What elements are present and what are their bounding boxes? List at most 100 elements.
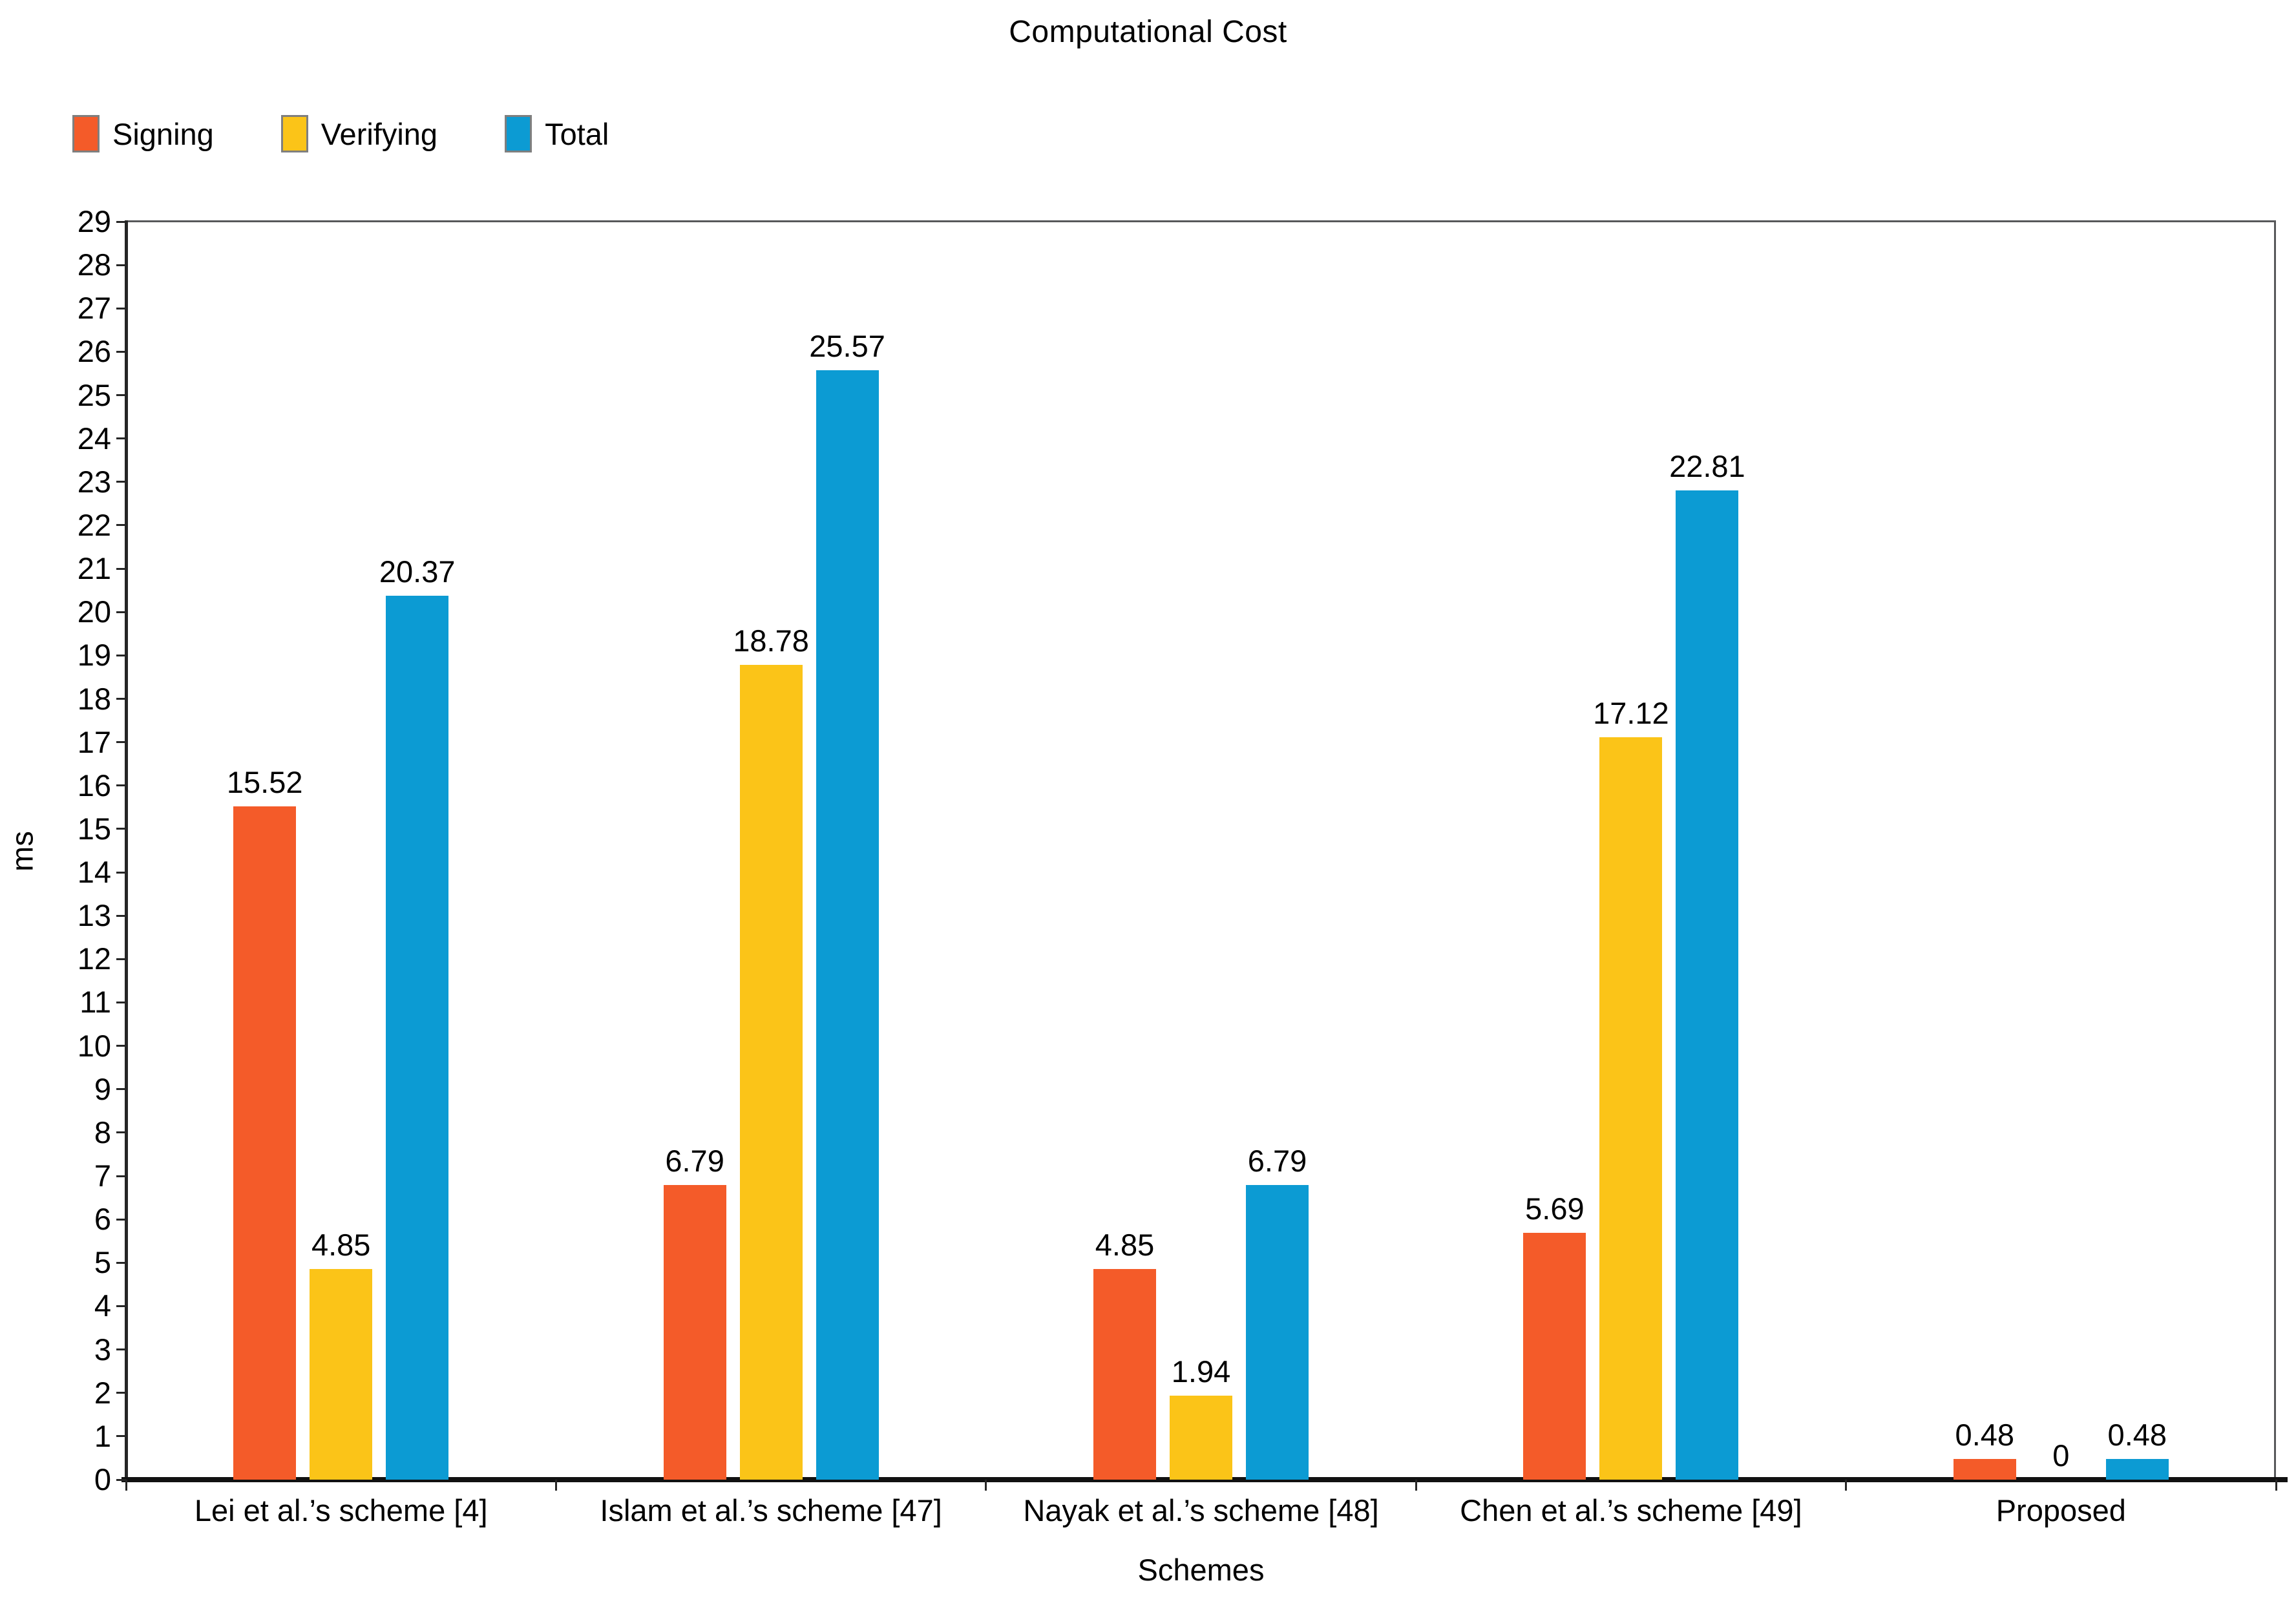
x-axis-tick [125,1480,127,1491]
plot-border-right [2274,220,2276,1482]
y-axis-tick-label: 10 [77,1028,111,1063]
y-axis-tick-label: 5 [94,1245,111,1280]
x-axis-line [121,1477,2288,1482]
y-axis-tick [116,220,126,223]
y-axis-tick [116,394,126,397]
bar-total [386,596,449,1480]
bar-value-label: 17.12 [1589,694,1673,732]
bar-value-label: 6.79 [1243,1142,1311,1180]
y-axis-tick [116,1088,126,1091]
y-axis-tick-label: 15 [77,811,111,846]
y-axis-tick [116,350,126,353]
y-axis-tick-label: 0 [94,1462,111,1496]
legend-swatch-icon [505,115,532,152]
y-axis-title: ms [5,831,39,872]
x-axis-title: Schemes [1137,1553,1265,1587]
legend-label: Verifying [321,116,438,151]
bar-verifying [1170,1395,1232,1480]
y-axis-tick-label: 22 [77,507,111,542]
x-category-label: Proposed [1996,1493,2126,1527]
y-axis-tick [116,1131,126,1134]
y-axis-tick-label: 1 [94,1418,111,1453]
bar-signing [233,806,297,1480]
x-axis-tick [2275,1480,2277,1491]
y-axis-tick-label: 24 [77,421,111,456]
y-axis-tick-label: 7 [94,1159,111,1193]
y-axis-tick [116,1348,126,1351]
bar-verifying [1599,737,1663,1480]
y-axis-tick-label: 23 [77,464,111,499]
bar-value-label: 0.48 [2103,1416,2171,1454]
bar-total [1246,1185,1309,1480]
y-axis-tick-label: 6 [94,1202,111,1237]
y-axis-tick-label: 4 [94,1288,111,1323]
x-axis-tick [1845,1480,1848,1491]
y-axis-tick-label: 8 [94,1115,111,1149]
y-axis-tick-label: 17 [77,724,111,759]
y-axis-tick [116,741,126,744]
y-axis-tick [116,611,126,613]
y-axis-tick-label: 14 [77,855,111,890]
y-axis-tick [116,1305,126,1307]
legend-label: Total [545,116,609,151]
bar-value-label: 6.79 [661,1142,728,1180]
bar-value-label: 15.52 [222,764,307,802]
plot-border-top [126,220,2276,222]
bar-signing [1523,1232,1586,1480]
y-axis-tick [116,1045,126,1047]
bar-value-label: 0 [2048,1437,2074,1474]
bar-value-label: 5.69 [1521,1190,1588,1228]
y-axis-tick-label: 28 [77,247,111,282]
x-category-label: Nayak et al.’s scheme [48] [1023,1493,1379,1527]
y-axis-tick-label: 2 [94,1375,111,1410]
y-axis-tick-label: 12 [77,941,111,976]
y-axis-tick [116,524,126,527]
bar-signing [1093,1269,1156,1480]
x-axis-tick [985,1480,987,1491]
legend-swatch-icon [72,115,100,152]
y-axis-tick-label: 18 [77,681,111,716]
legend-item: Total [505,115,609,152]
y-axis-tick [116,1001,126,1003]
y-axis-tick-label: 25 [77,377,111,412]
y-axis-tick [116,1435,126,1438]
legend: Signing Verifying Total [72,115,609,152]
y-axis-tick [116,828,126,830]
y-axis-tick [116,1478,126,1481]
bar-signing [663,1185,726,1480]
legend-item: Signing [72,115,214,152]
y-axis-tick [116,264,126,266]
bar-total [816,370,879,1480]
y-axis-tick-label: 20 [77,594,111,629]
y-axis-tick-label: 26 [77,334,111,369]
y-axis-tick [116,307,126,309]
y-axis-tick [116,871,126,874]
bar-verifying [310,1269,373,1480]
x-category-label: Lei et al.’s scheme [4] [194,1493,488,1527]
chart-title: Computational Cost [1009,15,1287,49]
y-axis-tick [116,698,126,700]
x-axis-tick [1415,1480,1417,1491]
y-axis-tick-label: 13 [77,898,111,933]
y-axis-tick [116,1218,126,1221]
x-category-label: Islam et al.’s scheme [47] [600,1493,942,1527]
bar-value-label: 18.78 [729,622,813,660]
y-axis-tick-label: 19 [77,638,111,673]
bar-value-label: 20.37 [375,553,459,591]
bar-value-label: 0.48 [1951,1416,2019,1454]
x-axis-tick [554,1480,557,1491]
y-axis-tick-label: 9 [94,1071,111,1106]
y-axis-tick [116,437,126,440]
y-axis-tick-label: 29 [77,204,111,238]
y-axis-tick [116,654,126,656]
bar-total [2105,1458,2169,1480]
bar-value-label: 4.85 [1091,1226,1159,1264]
bar-signing [1953,1458,2016,1480]
y-axis-tick [116,958,126,960]
bar-value-label: 22.81 [1665,447,1749,485]
bar-verifying [739,665,803,1480]
bar-value-label: 25.57 [805,328,889,366]
y-axis-tick [116,481,126,483]
y-axis-tick-label: 3 [94,1332,111,1367]
